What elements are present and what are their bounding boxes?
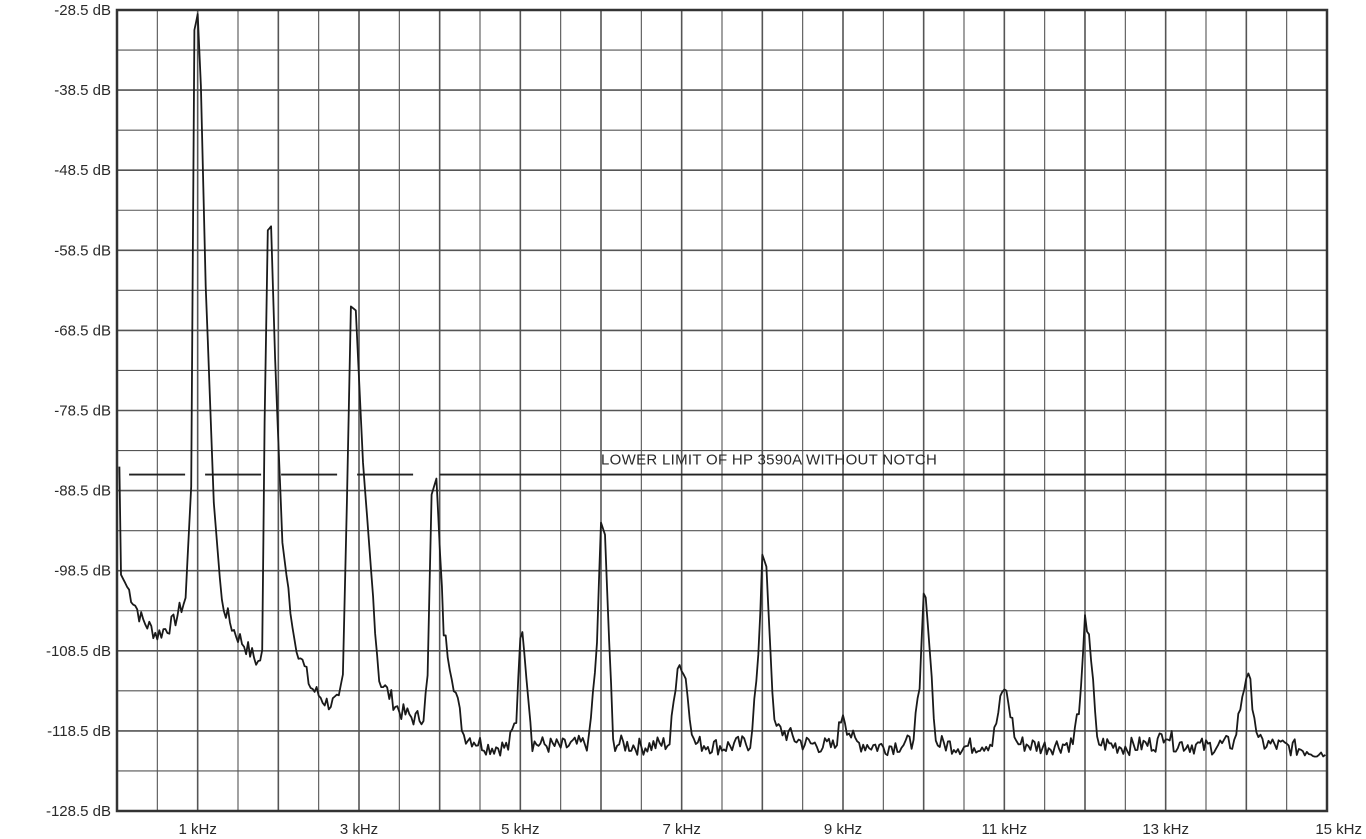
x-tick-label: 13 kHz xyxy=(1142,821,1189,838)
x-tick-label: 7 kHz xyxy=(662,821,700,838)
y-tick-label: -58.5 dB xyxy=(54,242,111,259)
spectrum-trace xyxy=(118,13,1326,758)
y-tick-label: -98.5 dB xyxy=(54,563,111,580)
plot-frame xyxy=(115,8,1329,813)
y-tick-label: -78.5 dB xyxy=(54,403,111,420)
x-axis-tick-labels: 1 kHz 3 kHz 5 kHz 7 kHz 9 kHz 11 kHz 13 kHz 15 … xyxy=(178,821,1362,838)
plot-grid xyxy=(117,10,1327,811)
y-tick-label: -118.5 dB xyxy=(47,723,111,740)
x-tick-label: 1 kHz xyxy=(178,821,216,838)
x-tick-label: 9 kHz xyxy=(824,821,862,838)
series-layer xyxy=(118,13,1326,758)
reference-line-label: LOWER LIMIT OF HP 3590A WITHOUT NOTCH xyxy=(601,452,937,469)
y-tick-label: -128.5 dB xyxy=(46,803,111,820)
y-tick-label: -88.5 dB xyxy=(54,483,111,500)
y-tick-label: -38.5 dB xyxy=(54,82,111,99)
x-tick-label: 5 kHz xyxy=(501,821,539,838)
y-tick-label: -68.5 dB xyxy=(54,322,111,339)
y-tick-label: -48.5 dB xyxy=(54,162,111,179)
x-tick-label: 11 kHz xyxy=(982,821,1028,838)
y-axis-tick-labels: -28.5 dB -38.5 dB -48.5 dB -58.5 dB -68.5 dB… xyxy=(46,2,111,820)
y-tick-label: -28.5 dB xyxy=(54,2,111,19)
y-tick-label: -108.5 dB xyxy=(46,643,111,660)
x-tick-label: 3 kHz xyxy=(340,821,378,838)
x-tick-label: 15 kHz xyxy=(1315,821,1362,838)
